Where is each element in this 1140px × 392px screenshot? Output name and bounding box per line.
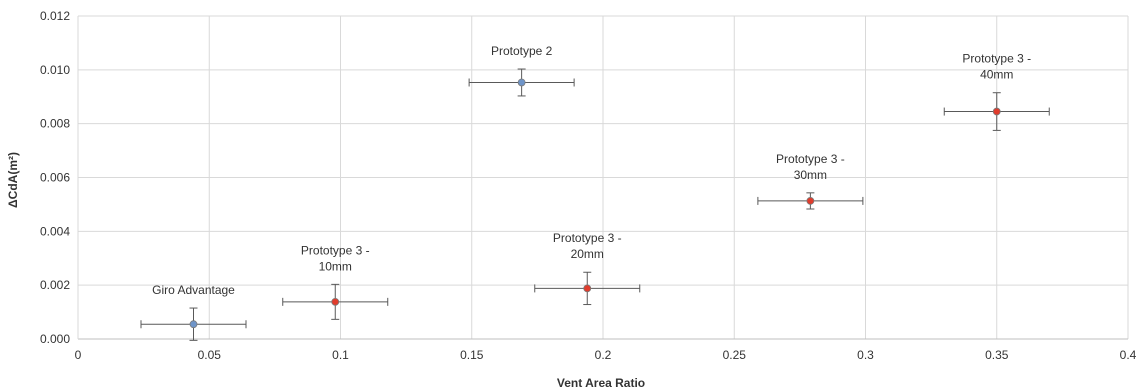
y-tick-label: 0.010 (40, 63, 70, 77)
y-tick-label: 0.012 (40, 9, 70, 23)
data-label-line: 20mm (571, 247, 604, 261)
y-tick-label: 0.006 (40, 171, 70, 185)
y-tick-label: 0.004 (40, 224, 70, 238)
data-label-line: Prototype 3 - (301, 243, 370, 257)
y-tick-labels: 0.000 0.002 0.004 0.006 0.008 0.010 0.012 (40, 9, 70, 346)
data-points (189, 78, 1001, 329)
data-label-line: 10mm (319, 259, 352, 273)
data-label-line: 40mm (980, 68, 1013, 82)
data-point (331, 297, 340, 306)
y-tick-label: 0.000 (40, 332, 70, 346)
x-tick-label: 0.2 (595, 348, 612, 362)
x-tick-label: 0.05 (198, 348, 222, 362)
x-tick-label: 0.4 (1120, 348, 1137, 362)
data-label: Giro Advantage (152, 283, 235, 297)
data-label-line: Prototype 3 - (553, 231, 622, 245)
data-label: Prototype 3 - 20mm (553, 231, 622, 261)
grid (78, 15, 1129, 339)
data-label-line: Prototype 3 - (776, 152, 845, 166)
x-tick-label: 0 (75, 348, 82, 362)
data-label: Prototype 3 - 30mm (776, 152, 845, 182)
x-tick-label: 0.35 (985, 348, 1009, 362)
x-tick-label: 0.3 (857, 348, 874, 362)
data-label: Prototype 3 - 10mm (301, 243, 370, 273)
data-point (583, 284, 592, 293)
data-point (992, 107, 1001, 116)
x-tick-label: 0.1 (332, 348, 349, 362)
error-bars (140, 68, 1050, 341)
data-point (189, 320, 198, 329)
data-label-line: Giro Advantage (152, 283, 235, 297)
y-tick-label: 0.002 (40, 278, 70, 292)
data-label: Prototype 3 - 40mm (962, 52, 1031, 82)
x-tick-labels: 0 0.05 0.1 0.15 0.2 0.25 0.3 0.35 0.4 (75, 348, 1137, 362)
x-axis-label: Vent Area Ratio (557, 376, 645, 390)
axes (77, 16, 1128, 340)
data-point (517, 78, 526, 87)
data-point (806, 197, 815, 205)
data-label-line: 30mm (794, 168, 827, 182)
x-tick-label: 0.15 (460, 348, 484, 362)
data-label-line: Prototype 2 (491, 44, 553, 58)
x-tick-label: 0.25 (723, 348, 747, 362)
data-label-line: Prototype 3 - (962, 52, 1031, 66)
data-label: Prototype 2 (491, 44, 553, 58)
y-tick-label: 0.008 (40, 117, 70, 131)
y-axis-label: ΔCdA(m²) (6, 152, 20, 208)
